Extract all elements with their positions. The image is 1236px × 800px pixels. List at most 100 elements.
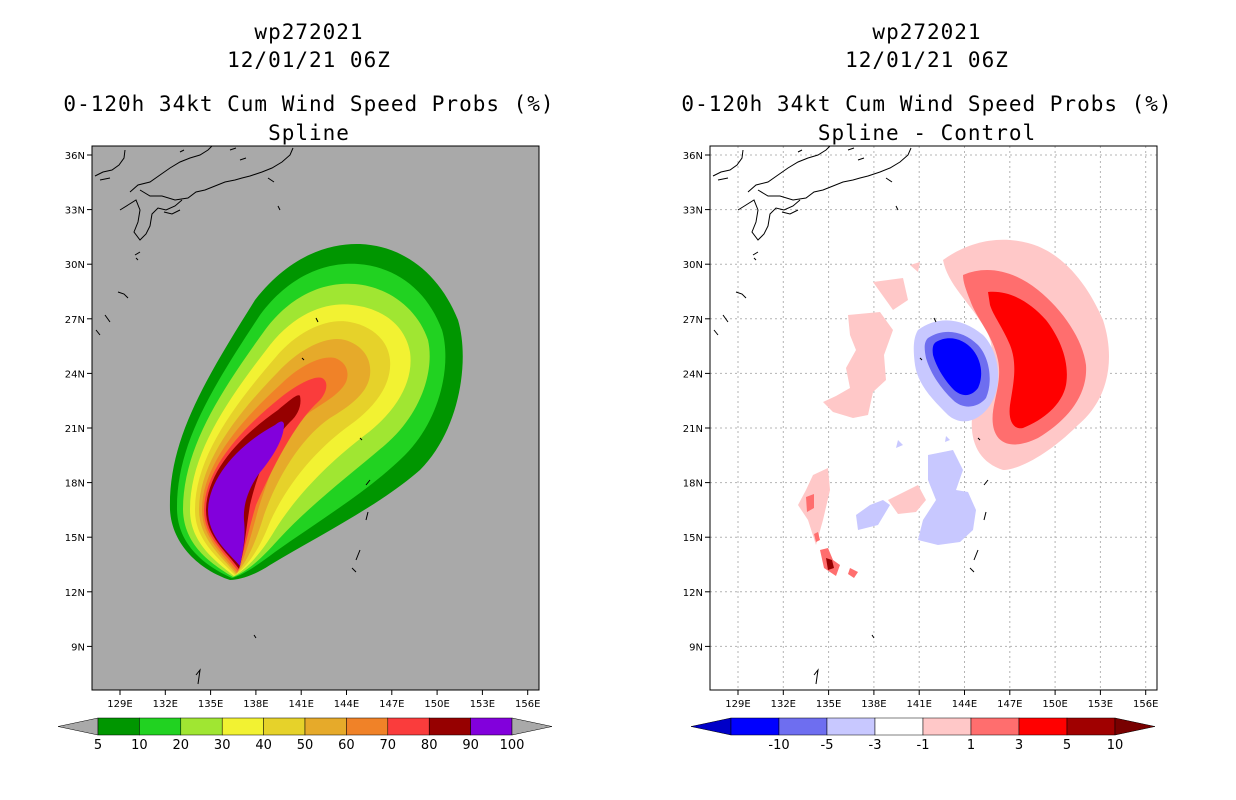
lon-label: 138E [243,699,268,710]
lat-label: 21N [65,424,85,435]
right-lat-axis: 36N 33N 30N 27N 24N 21N 18N 15N 12N 9N [683,151,710,653]
colorbar-segment [470,717,513,736]
left-map-frame [91,145,540,691]
lat-label: 33N [683,206,703,217]
lat-label: 24N [65,369,85,380]
colorbar-label: -3 [869,738,882,753]
lon-label: 138E [861,699,886,710]
lon-label: 156E [1133,699,1158,710]
colorbar-left-arrow [57,717,99,736]
colorbar-segment [97,717,140,736]
lon-label: 153E [470,699,495,710]
colorbar-right-arrow [511,717,553,736]
diff-pos-10 [826,558,834,570]
lat-label: 21N [683,424,703,435]
colorbar-left-arrow [690,717,732,736]
right-storm-id: wp272021 [872,20,982,44]
colorbar-label: -10 [768,738,789,753]
colorbar-label: -1 [917,738,930,753]
left-lon-axis: 129E 132E 135E 138E 141E 144E 147E 150E 153E 156E [107,690,540,710]
colorbar-label: 80 [421,738,438,753]
lat-label: 30N [65,260,85,271]
left-subtitle: Spline [268,121,350,145]
prob-90-contour [208,421,284,566]
colorbar-segment [428,717,471,736]
colorbar-segment [922,717,972,736]
colorbar-label: 1 [967,738,975,753]
lat-label: 9N [71,642,85,653]
right-panel: wp272021 12/01/21 06Z 0-120h 34kt Cum Wi… [618,0,1236,800]
colorbar-label: 50 [297,738,314,753]
right-map-background [710,146,1157,690]
right-lon-axis: 129E 132E 135E 138E 141E 144E 147E 150E 153E 156E [725,690,1158,710]
lat-label: 18N [65,479,85,490]
colorbar-label: 40 [255,738,272,753]
colorbar-label: 100 [500,738,525,753]
lat-label: 12N [683,588,703,599]
lat-label: 12N [65,588,85,599]
left-lat-axis: 36N 33N 30N 27N 24N 21N 18N 15N 12N 9N [65,151,92,653]
colorbar-segment [970,717,1020,736]
left-title: 0-120h 34kt Cum Wind Speed Probs (%) [63,92,555,116]
lat-label: 15N [65,533,85,544]
right-datetime: 12/01/21 06Z [845,48,1009,72]
colorbar-label: 70 [380,738,397,753]
colorbar-segment [304,717,347,736]
lon-label: 132E [153,699,178,710]
lon-label: 153E [1088,699,1113,710]
colorbar-label: -5 [821,738,834,753]
colorbar-segment [730,717,780,736]
lon-label: 144E [334,699,359,710]
colorbar-segment [874,717,924,736]
right-map-frame [709,145,1158,691]
diff-pos-west [798,262,926,545]
diff-pos-5 [988,291,1067,429]
colorbar-label: 10 [131,738,148,753]
colorbar-label: 90 [462,738,479,753]
colorbar-segment [263,717,306,736]
lon-label: 135E [198,699,223,710]
lat-label: 27N [683,315,703,326]
colorbar-label: 5 [94,738,102,753]
colorbar-segment [346,717,389,736]
lat-label: 33N [65,206,85,217]
lat-label: 9N [689,642,703,653]
lon-label: 135E [816,699,841,710]
lon-label: 141E [906,699,931,710]
left-map: 36N 33N 30N 27N 24N 21N 18N 15N 12N 9N 129E 132E 13… [57,145,553,753]
lon-label: 147E [379,699,404,710]
coastline [94,146,371,685]
colorbar-segment [387,717,430,736]
lon-label: 150E [1042,699,1067,710]
lat-label: 36N [65,151,85,162]
colorbar-right-arrow [1114,717,1156,736]
colorbar-segment [778,717,828,736]
right-subtitle: Spline - Control [817,121,1037,145]
colorbar-segment [221,717,264,736]
lat-label: 15N [683,533,703,544]
colorbar-segment [1066,717,1116,736]
left-datetime: 12/01/21 06Z [227,48,391,72]
diff-neg-5 [932,338,982,396]
colorbar-label: 20 [173,738,190,753]
right-colorbar: -10 -5 -3 -1 1 3 5 10 [690,717,1156,753]
left-colorbar: 5 10 20 30 40 50 60 70 80 90 100 [57,717,553,753]
lat-label: 18N [683,479,703,490]
lon-label: 141E [288,699,313,710]
lon-label: 129E [725,699,750,710]
colorbar-segment [139,717,182,736]
colorbar-segment [826,717,876,736]
colorbar-label: 5 [1063,738,1071,753]
lon-label: 129E [107,699,132,710]
lon-label: 132E [771,699,796,710]
colorbar-label: 60 [338,738,355,753]
lon-label: 156E [515,699,540,710]
lat-label: 27N [65,315,85,326]
lon-label: 150E [424,699,449,710]
left-storm-id: wp272021 [254,20,364,44]
lat-label: 24N [683,369,703,380]
colorbar-label: 3 [1015,738,1023,753]
lat-label: 30N [683,260,703,271]
right-title: 0-120h 34kt Cum Wind Speed Probs (%) [681,92,1173,116]
